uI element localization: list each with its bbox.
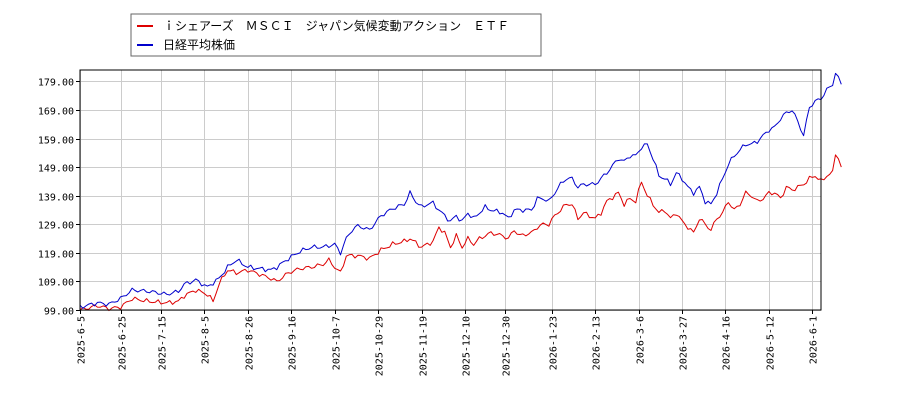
y-tick-label: 169.00 <box>38 107 74 118</box>
x-tick-label: 2025-9-16 <box>288 316 299 370</box>
legend-label-nikkei: 日経平均株価 <box>163 37 235 52</box>
x-tick-label: 2025-10-29 <box>375 316 386 376</box>
x-tick-label: 2026-1-23 <box>549 316 560 370</box>
x-tick-label: 2025-10-7 <box>332 316 343 370</box>
x-axis: 2025-6-5 2025-6-25 2025-7-15 2025-8-5 2025-8… <box>77 310 820 376</box>
y-tick-label: 119.00 <box>38 250 74 261</box>
series-line-etf <box>79 154 842 312</box>
y-tick-label: 179.00 <box>38 78 74 89</box>
y-tick-label: 99.00 <box>44 307 74 318</box>
x-tick-label: 2025-8-5 <box>201 316 212 364</box>
x-tick-label: 2026-5-12 <box>766 316 777 370</box>
x-tick-label: 2025-6-25 <box>118 316 129 370</box>
y-axis: 99.00 109.00 119.00 129.00 139.00 149.00 159.0… <box>38 78 80 318</box>
x-tick-label: 2026-2-13 <box>592 316 603 370</box>
y-tick-label: 149.00 <box>38 164 74 175</box>
legend-box <box>130 13 542 57</box>
legend: ｉシェアーズ ＭＳＣＩ ジャパン気候変動アクション ＥＴＦ 日経平均株価 <box>130 13 542 57</box>
y-tick-label: 129.00 <box>38 221 74 232</box>
series-line-nikkei <box>79 72 842 309</box>
x-tick-label: 2025-7-15 <box>158 316 169 370</box>
x-tick-label: 2026-4-16 <box>722 316 733 370</box>
series-lines <box>79 72 842 312</box>
y-tick-label: 139.00 <box>38 193 74 204</box>
x-tick-label: 2025-8-26 <box>245 316 256 370</box>
x-tick-label: 2025-6-5 <box>77 316 88 364</box>
x-tick-label: 2025-11-19 <box>419 316 430 376</box>
x-tick-label: 2026-3-27 <box>679 316 690 370</box>
y-tick-label: 159.00 <box>38 136 74 147</box>
x-tick-label: 2025-12-10 <box>462 316 473 376</box>
plot-frame <box>79 69 822 311</box>
y-tick-label: 109.00 <box>38 278 74 289</box>
x-tick-label: 2026-6-1 <box>809 316 820 364</box>
x-tick-label: 2025-12-30 <box>502 316 513 376</box>
x-tick-label: 2026-3-6 <box>636 316 647 364</box>
legend-label-etf: ｉシェアーズ ＭＳＣＩ ジャパン気候変動アクション ＥＴＦ <box>163 18 509 33</box>
